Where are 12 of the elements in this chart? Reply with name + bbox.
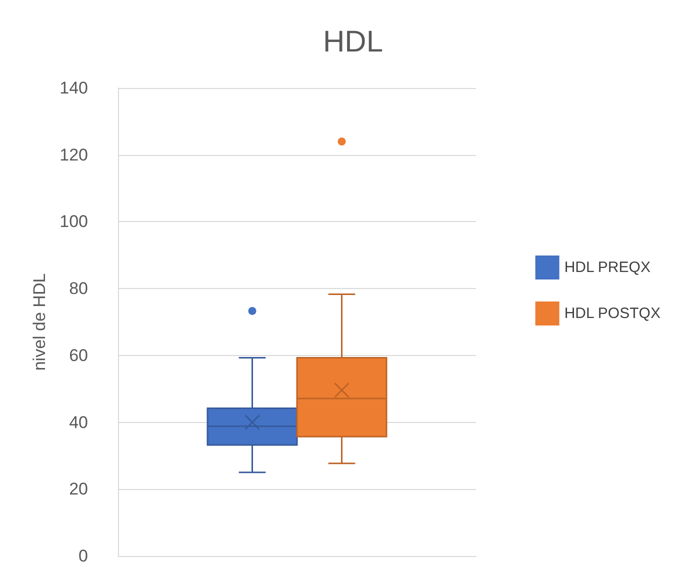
y-tick-label: 40 xyxy=(69,412,88,432)
y-axis-title: nivel de HDL xyxy=(30,273,49,371)
y-tick-label: 100 xyxy=(60,212,88,232)
legend-label: HDL POSTQX xyxy=(564,305,660,322)
chart-title: HDL xyxy=(322,26,384,58)
y-tick-label: 80 xyxy=(69,279,88,298)
y-tick-label: 140 xyxy=(60,78,88,98)
y-tick-label: 120 xyxy=(60,145,88,164)
y-tick-label: 0 xyxy=(78,546,88,566)
y-tick-label: 20 xyxy=(69,480,88,499)
y-tick-label: 60 xyxy=(69,346,88,365)
legend-label: HDL PREQX xyxy=(564,259,650,276)
